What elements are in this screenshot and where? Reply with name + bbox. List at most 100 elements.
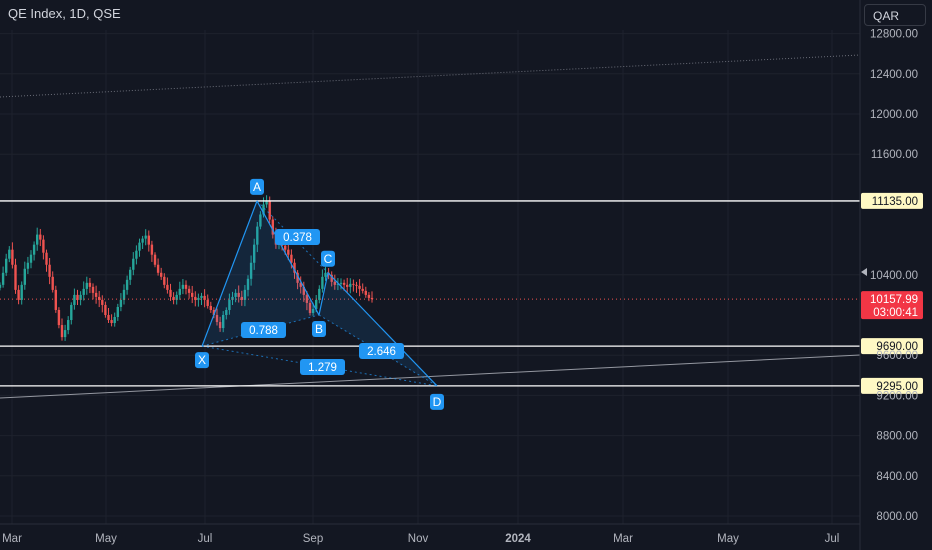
candle-body [191,292,194,297]
axis-marker-icon [861,268,867,276]
y-tick-label: 11600.00 [871,149,918,161]
price-tag-value: 10157.99 [870,294,918,306]
candle-body [330,274,333,282]
candle-body [5,258,8,273]
ratio-label: 0.378 [275,229,320,245]
candle-body [346,284,349,287]
y-tick-label: 12400.00 [870,69,918,81]
candle-body [26,262,30,269]
candle-body [284,245,287,250]
ratio-label: 0.788 [241,322,286,338]
candle-body [70,304,73,321]
chart-title: QE Index, 1D, QSE [8,6,121,21]
point-label-bg [195,352,209,369]
candle-body [308,302,312,313]
x-tick-label: Jul [825,533,840,545]
candle-body [265,200,268,205]
candle-body [144,235,147,239]
candle-body [293,262,296,273]
candle-body [336,283,340,285]
harmonic-pattern: 0.378 0.788 2.646 1.279 X A B C D [195,178,444,410]
trendlines [0,54,861,399]
pattern-leg [327,272,438,387]
y-tick-label: 8400.00 [876,471,918,483]
candle-body [32,244,36,255]
point-label-bg [430,393,444,410]
point-label-c: C [321,250,335,267]
candle-body [45,252,48,265]
point-label-bg [312,321,326,337]
candle-body [39,234,42,240]
ratio-label-text: 2.646 [367,346,396,358]
candle-body [0,284,2,288]
point-label-text: C [324,252,333,266]
candle-body [318,288,321,300]
candle-body [29,254,33,263]
candle-body [147,235,150,245]
level-tag-bg [861,377,923,394]
candle-body [169,289,172,297]
candle-body [287,249,290,255]
candle-body [156,264,160,273]
candle-body [79,294,82,300]
candle-body [358,285,361,289]
ratio-label-bg [275,229,320,245]
candle-body [203,295,206,300]
candle-body [181,284,185,289]
pattern-leg [201,200,258,347]
candle-body [129,269,132,280]
candle-body [141,238,144,243]
candle-body [94,292,98,297]
candle-body [175,294,178,300]
candle-body [20,284,23,300]
candle-body [60,325,64,338]
candle-body [333,281,336,285]
candle-body [160,272,163,277]
level-price-tag: 9690.00 [861,338,923,355]
x-tick-label: Mar [613,533,633,545]
candle-body [215,315,219,323]
candle-body [231,296,234,300]
candle-body [197,297,200,300]
candle-body [135,250,138,259]
candle-body [299,282,302,287]
x-tick-label: 2024 [505,533,531,545]
candle-body [339,282,343,284]
candle-body [8,249,11,259]
time-axis: Mar May Jul Sep Nov 2024 Mar May Jul [2,533,839,545]
candle-body [63,330,67,338]
ratio-label-bg [300,359,345,375]
candle-body [91,286,95,293]
level-tag-text: 11135.00 [872,196,918,208]
pattern-fill-bcd [319,272,437,386]
x-tick-label: Mar [2,533,22,545]
y-tick-label: 8800.00 [876,431,918,443]
candle-body [48,264,51,277]
candles [0,195,374,341]
ratio-label-text: 0.378 [283,232,312,244]
candle-body [85,282,88,289]
candle-body [209,305,212,310]
x-tick-label: Nov [408,533,429,545]
level-price-tag: 9295.00 [861,377,923,394]
candle-body [110,320,113,324]
candle-body [36,234,39,245]
y-tick-label: 9200.00 [876,390,918,402]
candle-body [200,295,203,298]
candle-body [14,264,17,290]
candle-body [122,289,126,300]
candle-body [253,244,256,263]
candle-body [222,315,225,329]
point-label-text: X [198,353,206,367]
candle-body [305,294,309,303]
ratio-label-bg [241,322,286,338]
candle-body [23,268,26,285]
price-tag-bg [861,291,923,320]
candle-body [184,284,188,289]
currency-button[interactable]: QAR [864,4,926,26]
candle-body [73,294,76,305]
candle-body [243,289,247,300]
point-label-d: D [430,393,444,410]
point-label-a: A [250,178,264,195]
